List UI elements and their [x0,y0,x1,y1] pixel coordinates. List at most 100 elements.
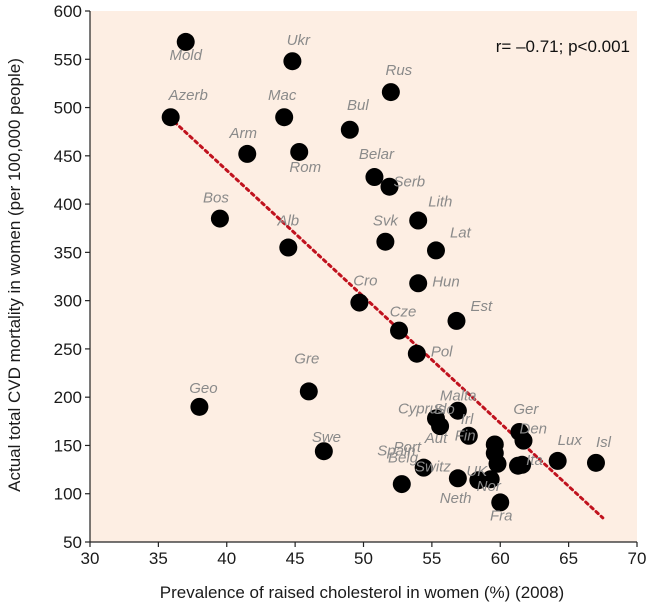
data-point-belar [365,168,384,187]
point-label-fin: Fin [455,427,476,444]
point-label-alb: Alb [276,213,299,230]
y-tick-label: 200 [54,388,82,407]
data-point-neth [392,475,411,494]
data-point-gre [299,382,318,401]
data-point-ita [513,455,532,474]
y-tick-label: 550 [54,50,82,69]
data-point-swe [314,442,333,461]
data-point-mac [275,108,294,127]
point-label-ger: Ger [513,401,539,418]
point-label-bul: Bul [347,97,369,114]
point-label-uk: UK [466,463,488,480]
y-tick-label: 300 [54,292,82,311]
point-label-geo: Geo [189,380,217,397]
point-label-rus: Rus [386,62,413,79]
y-tick-label: 100 [54,485,82,504]
y-tick-label: 150 [54,436,82,455]
point-label-cro: Cro [353,273,377,290]
data-point-uk [469,471,488,490]
point-label-lat: Lat [450,224,472,241]
point-label-est: Est [470,298,493,315]
data-point-isl [586,453,605,472]
data-point-bul [340,120,359,139]
data-point-irl [459,426,478,445]
data-point-svk [376,232,395,251]
data-point-port [488,454,507,473]
x-tick-label: 65 [559,549,578,568]
x-axis-title: Prevalence of raised cholesterol in wome… [160,583,564,602]
x-axis: 30 35 40 45 50 55 60 65 70 [81,542,647,568]
y-axis-title: Actual total CVD mortality in women (per… [5,58,24,492]
y-tick-label: 500 [54,99,82,118]
x-tick-label: 70 [628,549,647,568]
point-label-switz: Switz [415,458,451,475]
data-point-lat [426,241,445,260]
point-label-malta: Malta [440,388,477,405]
point-label-lux: Lux [558,432,583,449]
point-label-mold: Mold [169,47,202,64]
point-label-ukr: Ukr [287,32,311,49]
point-label-pol: Pol [431,344,453,361]
data-point-azerb [161,108,180,127]
point-label-neth: Neth [440,490,472,507]
x-tick-label: 30 [81,549,100,568]
point-label-cze: Cze [390,304,417,321]
y-axis: 50 100 150 200 250 300 350 400 450 500 550 600 [54,2,90,552]
point-label-ita: Ita [526,452,543,469]
point-label-rom: Rom [289,159,321,176]
plot-area [90,11,637,542]
y-tick-label: 250 [54,340,82,359]
y-tick-label: 50 [63,533,82,552]
data-point-hun [409,274,428,293]
y-tick-label: 450 [54,147,82,166]
point-label-isl: Isl [596,434,612,451]
point-label-nor: Nor [477,478,502,495]
data-point-serb [380,177,399,196]
data-point-malta [448,401,467,420]
data-point-spain [414,458,433,477]
point-label-belg: Belg [388,450,419,467]
point-label-port: Port [394,439,422,456]
y-tick-label: 350 [54,243,82,262]
point-label-spain: Spain [377,443,415,460]
point-label-fra: Fra [490,507,513,524]
y-tick-label: 600 [54,2,82,21]
point-label-cyprus: Cyprus [398,400,446,417]
data-point-ukr [283,52,302,71]
data-point-den [514,431,533,450]
point-label-hun: Hun [432,273,460,290]
data-points [161,32,605,512]
x-tick-label: 40 [217,549,236,568]
data-point-slo [431,417,450,436]
point-label-svk: Svk [373,213,400,230]
x-tick-label: 55 [422,549,441,568]
correlation-annotation: r= –0.71; p<0.001 [496,37,630,56]
point-label-azerb: Azerb [168,87,208,104]
data-point-lith [409,211,428,230]
x-tick-label: 60 [491,549,510,568]
point-labels: Mold Ukr Rus Azerb Mac Bul Arm Rom Belar SerbLith… [168,32,612,524]
data-point-est [447,311,466,330]
point-label-gre: Gre [294,350,319,367]
point-label-lith: Lith [428,194,452,211]
data-point-pol [407,344,426,363]
data-point-mold [176,32,195,51]
data-point-bos [210,209,229,228]
data-point-switz [448,469,467,488]
point-label-belar: Belar [359,146,395,163]
data-point-cro [350,293,369,312]
point-label-mac: Mac [268,87,297,104]
data-point-lux [548,451,567,470]
point-label-den: Den [519,421,547,438]
point-label-slo: Slo [433,401,455,418]
data-point-cze [390,321,409,340]
y-tick-label: 400 [54,195,82,214]
data-point-rom [290,142,309,161]
point-label-aut: Aut [424,430,448,447]
x-tick-label: 50 [354,549,373,568]
point-label-bos: Bos [203,190,229,207]
point-label-arm: Arm [229,125,258,142]
trend-line [167,115,605,520]
data-point-arm [238,144,257,163]
